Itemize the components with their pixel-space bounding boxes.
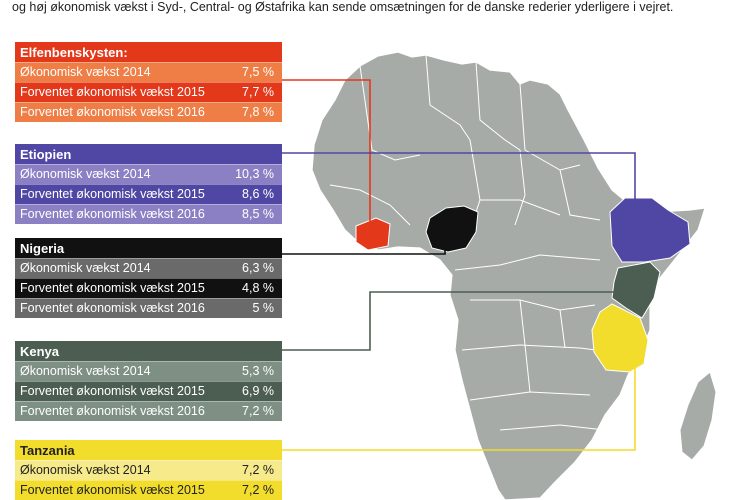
stat-value: 4,8 % xyxy=(242,281,274,295)
connector-etiopien xyxy=(282,152,636,205)
stat-value: 7,5 % xyxy=(242,65,274,79)
country-nigeria xyxy=(425,205,479,253)
stat-label: Forventet økonomisk vækst 2016 xyxy=(20,207,205,221)
intro-text: og høj økonomisk vækst i Syd-, Central- … xyxy=(12,0,674,14)
stat-row: Økonomisk vækst 2014 7,2 % xyxy=(15,460,282,480)
stat-row: Økonomisk vækst 2014 10,3 % xyxy=(15,164,282,184)
stat-label: Økonomisk vækst 2014 xyxy=(20,463,151,477)
stat-row: Forventet økonomisk vækst 2015 7,2 % xyxy=(15,480,282,500)
country-etiopien xyxy=(609,197,691,263)
stat-label: Forventet økonomisk vækst 2016 xyxy=(20,404,205,418)
stat-value: 7,2 % xyxy=(242,404,274,418)
country-name: Kenya xyxy=(15,341,282,361)
stat-label: Forventet økonomisk vækst 2015 xyxy=(20,85,205,99)
country-box-nigeria: Nigeria Økonomisk vækst 2014 6,3 % Forve… xyxy=(15,238,282,318)
stat-value: 7,2 % xyxy=(242,483,274,497)
stat-label: Forventet økonomisk vækst 2016 xyxy=(20,105,205,119)
country-tanzania xyxy=(591,303,649,373)
madagascar xyxy=(679,371,717,461)
stat-label: Forventet økonomisk vækst 2015 xyxy=(20,281,205,295)
stat-value: 10,3 % xyxy=(235,167,274,181)
stat-row: Økonomisk vækst 2014 6,3 % xyxy=(15,258,282,278)
country-box-tanzania: Tanzania Økonomisk vækst 2014 7,2 % Forv… xyxy=(15,440,282,500)
stat-label: Forventet økonomisk vækst 2015 xyxy=(20,187,205,201)
stat-label: Forventet økonomisk vækst 2016 xyxy=(20,301,205,315)
stat-value: 6,3 % xyxy=(242,261,274,275)
country-name: Etiopien xyxy=(15,144,282,164)
stat-label: Økonomisk vækst 2014 xyxy=(20,167,151,181)
stat-row: Forventet økonomisk vækst 2015 8,6 % xyxy=(15,184,282,204)
stat-row: Økonomisk vækst 2014 5,3 % xyxy=(15,361,282,381)
country-box-etiopien: Etiopien Økonomisk vækst 2014 10,3 % For… xyxy=(15,144,282,224)
stat-row: Forventet økonomisk vækst 2016 8,5 % xyxy=(15,204,282,224)
stat-value: 8,5 % xyxy=(242,207,274,221)
country-kenya xyxy=(611,261,661,319)
stat-value: 7,2 % xyxy=(242,463,274,477)
stat-label: Forventet økonomisk vækst 2015 xyxy=(20,384,205,398)
stat-row: Forventet økonomisk vækst 2016 5 % xyxy=(15,298,282,318)
country-box-elfenbenskysten: Elfenbenskysten: Økonomisk vækst 2014 7,… xyxy=(15,42,282,122)
stat-value: 7,7 % xyxy=(242,85,274,99)
connector-kenya xyxy=(282,285,631,351)
stat-row: Forventet økonomisk vækst 2016 7,2 % xyxy=(15,401,282,421)
stat-value: 6,9 % xyxy=(242,384,274,398)
stat-label: Økonomisk vækst 2014 xyxy=(20,65,151,79)
stat-row: Økonomisk vækst 2014 7,5 % xyxy=(15,62,282,82)
stat-value: 5 % xyxy=(252,301,274,315)
connector-tanzania xyxy=(282,360,636,451)
stat-row: Forventet økonomisk vækst 2015 6,9 % xyxy=(15,381,282,401)
connector-nigeria xyxy=(282,248,446,255)
country-name: Nigeria xyxy=(15,238,282,258)
africa-landmass xyxy=(311,51,706,500)
country-name: Tanzania xyxy=(15,440,282,460)
stat-label: Økonomisk vækst 2014 xyxy=(20,364,151,378)
stat-label: Økonomisk vækst 2014 xyxy=(20,261,151,275)
country-name: Elfenbenskysten: xyxy=(15,42,282,62)
stat-row: Forventet økonomisk vækst 2016 7,8 % xyxy=(15,102,282,122)
stat-row: Forventet økonomisk vækst 2015 7,7 % xyxy=(15,82,282,102)
stat-value: 8,6 % xyxy=(242,187,274,201)
connector-lines xyxy=(282,79,636,451)
stat-value: 5,3 % xyxy=(242,364,274,378)
country-elfenbenskysten xyxy=(355,217,391,251)
connector-elfenbenskysten xyxy=(282,79,371,222)
stat-value: 7,8 % xyxy=(242,105,274,119)
country-box-kenya: Kenya Økonomisk vækst 2014 5,3 % Forvent… xyxy=(15,341,282,421)
stat-row: Forventet økonomisk vækst 2015 4,8 % xyxy=(15,278,282,298)
stat-label: Forventet økonomisk vækst 2015 xyxy=(20,483,205,497)
